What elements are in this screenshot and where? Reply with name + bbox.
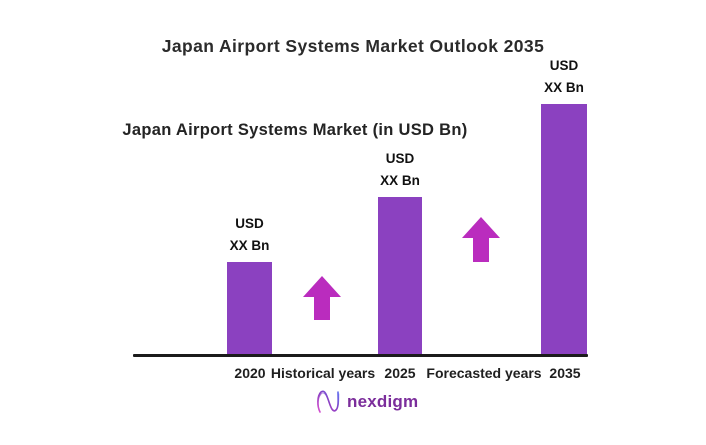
bar-value-label-2020-line1: USD bbox=[235, 216, 264, 231]
bar-value-label-2025: USD XX Bn bbox=[380, 148, 420, 192]
x-annotation-historical-years: Historical years bbox=[270, 365, 376, 381]
bar-column-2020: USD XX Bn bbox=[227, 213, 272, 355]
bar-value-label-2035: USD XX Bn bbox=[544, 55, 584, 99]
growth-arrow-icon bbox=[462, 217, 500, 267]
growth-arrow-icon bbox=[303, 276, 341, 325]
chart-title: Japan Airport Systems Market Outlook 203… bbox=[161, 36, 545, 56]
bar-column-2035: USD XX Bn bbox=[541, 55, 587, 355]
bar-value-label-2035-line2: XX Bn bbox=[544, 80, 584, 95]
bar-2025 bbox=[378, 197, 422, 355]
x-tick-2020: 2020 bbox=[234, 365, 266, 381]
x-axis-line bbox=[133, 354, 588, 357]
chart-subtitle: Japan Airport Systems Market (in USD Bn) bbox=[122, 121, 468, 139]
bar-2020 bbox=[227, 262, 272, 355]
nexdigm-logo: nexdigm bbox=[316, 388, 418, 416]
bar-2035 bbox=[541, 104, 587, 355]
x-tick-2035: 2035 bbox=[549, 365, 581, 381]
bar-value-label-2020-line2: XX Bn bbox=[229, 238, 270, 253]
x-tick-2025: 2025 bbox=[384, 365, 416, 381]
x-annotation-forecasted-years: Forecasted years bbox=[426, 365, 542, 381]
bar-value-label-2035-line1: USD bbox=[549, 58, 579, 73]
nexdigm-logo-icon bbox=[316, 388, 341, 416]
bar-column-2025: USD XX Bn bbox=[378, 148, 422, 355]
bar-value-label-2025-line2: XX Bn bbox=[380, 173, 420, 188]
nexdigm-logo-text: nexdigm bbox=[347, 392, 419, 411]
bar-value-label-2020: USD XX Bn bbox=[230, 213, 270, 257]
bar-value-label-2025-line1: USD bbox=[385, 151, 415, 166]
